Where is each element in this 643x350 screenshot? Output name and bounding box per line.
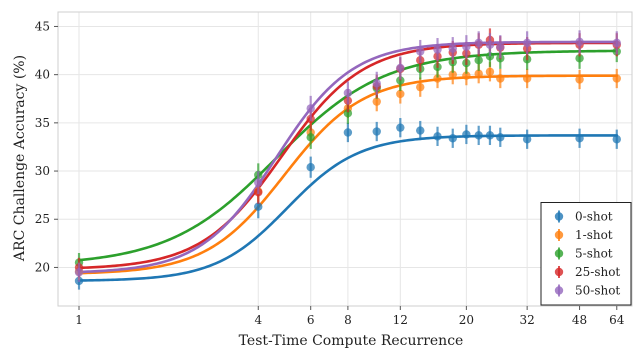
data-point: [343, 128, 353, 137]
data-point: [575, 75, 584, 84]
x-axis-label: Test-Time Compute Recurrence: [239, 333, 464, 349]
x-tick-label: 20: [459, 313, 474, 327]
legend-item-5-shot: 5-shot: [554, 247, 613, 261]
data-point: [372, 79, 381, 88]
data-point: [433, 132, 442, 141]
x-tick-label: 32: [520, 313, 535, 327]
data-point: [433, 45, 442, 54]
legend-item-25-shot: 25-shot: [554, 265, 620, 279]
x-tick-label: 6: [307, 313, 315, 327]
data-point: [433, 74, 442, 83]
data-points: [74, 28, 621, 290]
data-point: [306, 133, 315, 142]
data-point: [575, 54, 584, 63]
data-point: [254, 202, 263, 211]
y-axis-label: ARC Challenge Accuracy (%): [12, 55, 28, 262]
data-point: [416, 47, 425, 56]
legend: 0-shot 1-shot 5-shot 25-shot 50-shot: [540, 202, 632, 306]
plot-border: [57, 11, 633, 307]
series-0-shot: [74, 118, 621, 290]
data-point: [612, 74, 621, 83]
data-point: [496, 42, 505, 51]
data-point: [448, 134, 457, 143]
data-point: [416, 82, 425, 92]
data-point: [462, 42, 471, 51]
data-point: [306, 104, 315, 113]
data-point: [396, 123, 405, 132]
data-point: [612, 135, 621, 144]
x-tick-label: 4: [254, 313, 262, 327]
legend-marker: [554, 230, 564, 240]
data-point: [343, 109, 353, 118]
data-point: [448, 44, 457, 53]
data-point: [372, 127, 381, 136]
data-point: [522, 74, 532, 83]
legend-marker: [554, 286, 564, 295]
data-point: [372, 97, 381, 106]
legend-label: 0-shot: [575, 210, 613, 224]
data-point: [575, 37, 584, 47]
data-point: [343, 88, 353, 98]
y-tick-label: 45: [35, 19, 50, 33]
legend-marker: [554, 267, 564, 277]
legend-item-50-shot: 50-shot: [554, 284, 620, 298]
data-point: [474, 38, 483, 48]
data-point: [485, 131, 495, 140]
series-50-shot: [74, 30, 621, 282]
data-point: [74, 268, 84, 277]
data-point: [396, 89, 405, 99]
y-tick-label: 35: [35, 116, 50, 130]
data-point: [396, 63, 405, 73]
data-point: [496, 133, 505, 142]
data-point: [496, 74, 505, 83]
legend-marker: [554, 249, 564, 258]
data-point: [612, 38, 621, 48]
y-tick-label: 20: [35, 260, 50, 274]
x-tick-label: 64: [609, 313, 625, 327]
y-tick-label: 30: [35, 164, 50, 178]
data-point: [485, 40, 495, 49]
tick-labels: 1 4 6 8 12 20 32 48 64 20 25 30 35 40 45: [35, 19, 625, 327]
legend-label: 5-shot: [575, 247, 613, 261]
plot-frame: [57, 11, 633, 307]
data-point: [522, 38, 532, 48]
data-point: [416, 126, 425, 135]
x-tick-label: 8: [344, 313, 352, 327]
legend-label: 1-shot: [575, 228, 613, 242]
data-point: [462, 71, 471, 80]
data-point: [474, 69, 483, 78]
data-point: [462, 130, 471, 139]
data-point: [575, 134, 584, 143]
data-point: [485, 67, 495, 76]
data-point: [474, 55, 483, 65]
data-point: [254, 178, 263, 187]
y-tick-label: 25: [35, 212, 50, 226]
x-tick-label: 12: [393, 313, 408, 327]
x-tick-label: 1: [75, 313, 83, 327]
legend-item-0-shot: 0-shot: [554, 210, 613, 224]
y-tick-label: 40: [35, 68, 50, 82]
x-tick-label: 48: [572, 313, 587, 327]
legend-item-1-shot: 1-shot: [554, 228, 613, 242]
legend-label: 25-shot: [575, 265, 620, 279]
data-point: [306, 162, 315, 172]
data-point: [448, 70, 457, 79]
data-point: [522, 135, 532, 144]
data-point: [474, 131, 483, 140]
legend-label: 50-shot: [575, 284, 620, 298]
legend-marker: [554, 212, 564, 221]
